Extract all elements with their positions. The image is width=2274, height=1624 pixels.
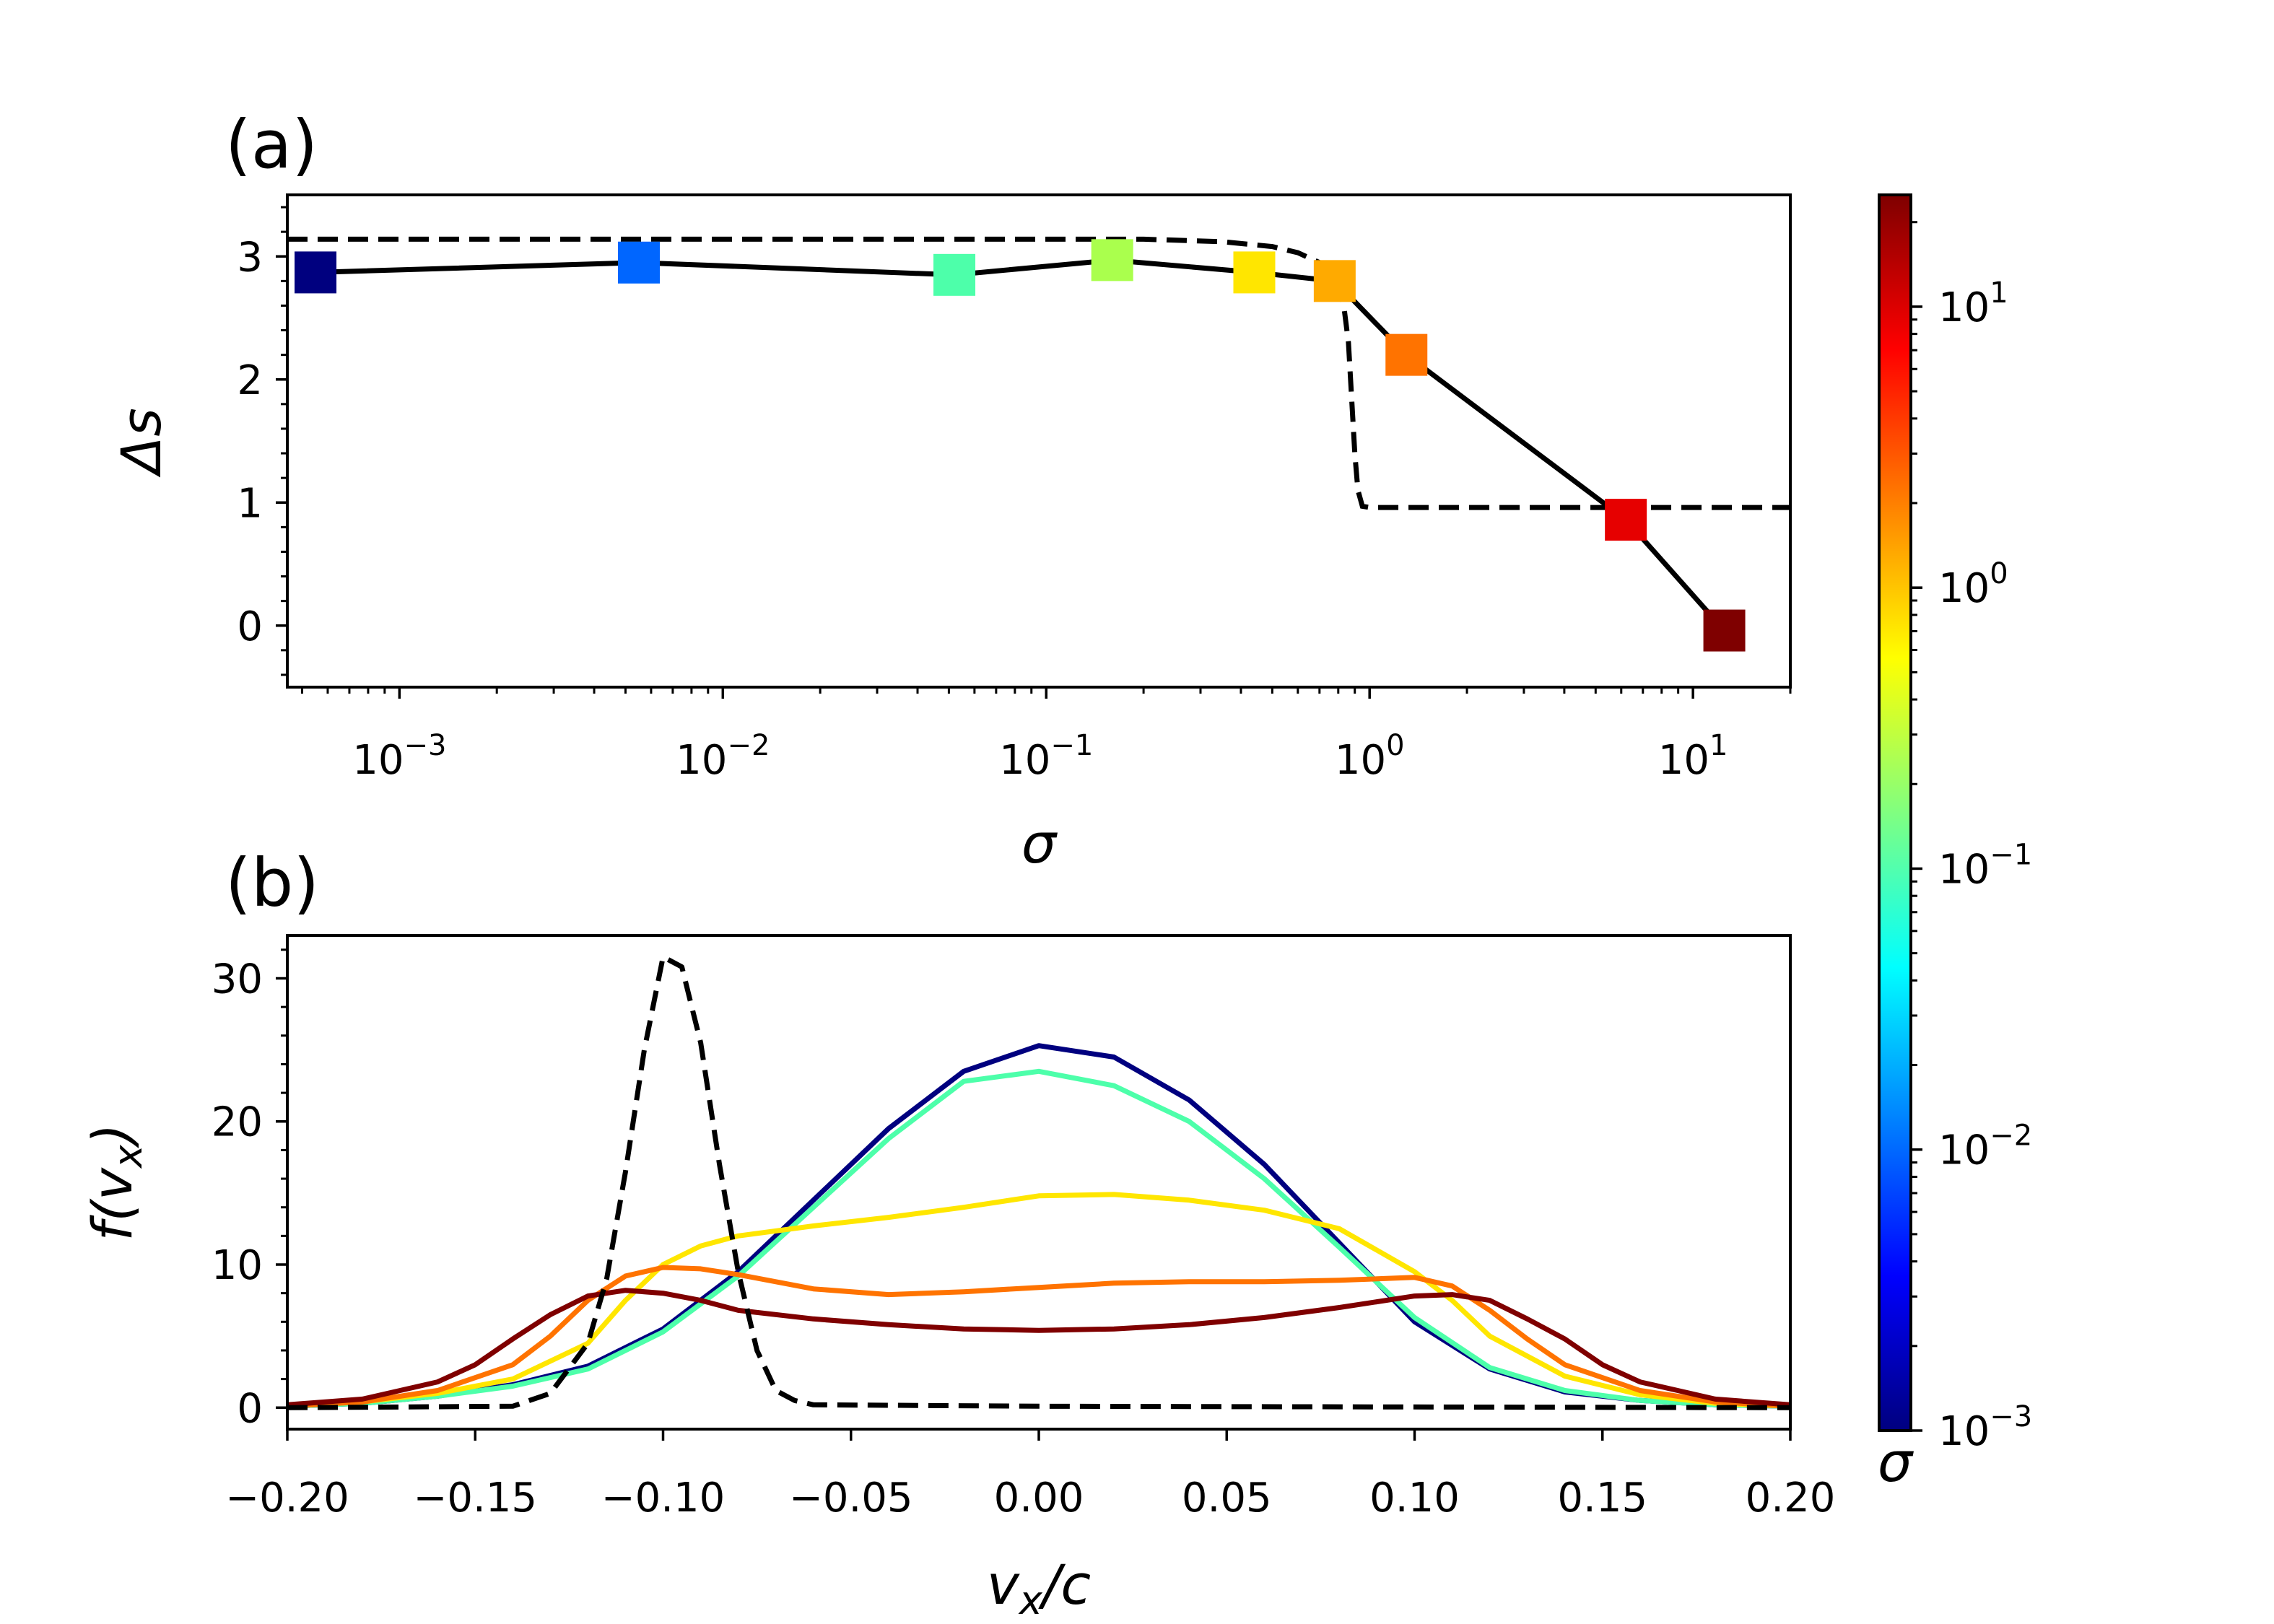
x-tick-label: −0.20 — [225, 1475, 349, 1522]
colorbar-gradient — [1878, 193, 1912, 1432]
series-σ≈5e-4 — [287, 1043, 1790, 1409]
series-σ≈0.45 — [287, 1192, 1790, 1409]
panel-b-xlabel: vx/c — [987, 1553, 1091, 1623]
data-marker — [1703, 609, 1746, 652]
x-tick-label: −0.15 — [413, 1475, 537, 1522]
series-theory — [287, 236, 1790, 510]
series-σ≈12.5 — [287, 1288, 1790, 1407]
y-tick-label: 2 — [237, 357, 263, 404]
colorbar-ticks: 10−3 10−2 10−1 100 101 — [1911, 221, 2032, 1455]
data-marker — [1091, 239, 1133, 281]
y-tick-label: 20 — [212, 1099, 263, 1146]
colorbar-tick-label: 101 — [1938, 276, 2008, 331]
x-tick-label: 0.05 — [1182, 1475, 1272, 1522]
panel-a-y-ticks: 0 1 2 3 — [237, 234, 287, 650]
x-tick-label: −0.10 — [601, 1475, 726, 1522]
x-tick-label: 10−1 — [999, 729, 1093, 784]
colorbar-tick-label: 10−3 — [1938, 1400, 2032, 1455]
data-marker — [295, 251, 337, 294]
colorbar-label: σ — [1878, 1430, 1914, 1494]
series-initial — [287, 954, 1790, 1410]
panel-b-series — [287, 954, 1790, 1410]
panel-a-series — [287, 236, 1790, 632]
y-tick-label: 30 — [212, 956, 263, 1003]
y-tick-label: 1 — [237, 480, 263, 527]
x-tick-label: 101 — [1658, 729, 1728, 784]
data-marker — [1233, 251, 1276, 294]
colorbar-tick-label: 10−2 — [1938, 1119, 2032, 1174]
panel-a-label: (a) — [225, 106, 318, 183]
panel-b-frame — [286, 934, 1792, 1431]
series-σ≈0.05 — [287, 1068, 1790, 1409]
y-tick-label: 10 — [212, 1242, 263, 1289]
x-tick-label: 0.00 — [994, 1475, 1084, 1522]
y-tick-label: 0 — [237, 603, 263, 650]
data-marker — [617, 241, 660, 284]
y-tick-label: 0 — [237, 1385, 263, 1432]
panel-a-frame — [286, 193, 1792, 689]
panel-a-x-ticks: 10−3 10−2 10−1 100 101 — [352, 687, 1728, 784]
x-tick-label: 100 — [1335, 729, 1405, 784]
y-tick-label: 3 — [237, 234, 263, 281]
colorbar-tick-label: 100 — [1938, 557, 2008, 612]
x-tick-label: 0.10 — [1369, 1475, 1460, 1522]
panel-a: (a) 10−3 10−2 10−1 100 101 0 1 2 3 σ Δs — [109, 106, 1792, 876]
x-tick-label: 10−3 — [352, 729, 446, 784]
panel-a-ylabel: Δs — [109, 408, 173, 478]
panel-b-ylabel: f(vx) — [80, 1123, 151, 1241]
panel-b-label: (b) — [225, 844, 319, 922]
x-tick-label: 0.15 — [1557, 1475, 1647, 1522]
panel-b-y-ticks: 0 10 20 30 — [212, 956, 287, 1432]
colorbar-tick-label: 10−1 — [1938, 838, 2032, 893]
colorbar: 10−3 10−2 10−1 100 101 σ — [1878, 193, 2032, 1494]
series-simulation — [315, 257, 1727, 632]
panel-b-x-ticks: −0.20 −0.15 −0.10 −0.05 0.00 0.05 0.10 0.15 0.20 — [225, 1429, 1835, 1522]
x-tick-label: 0.20 — [1746, 1475, 1836, 1522]
panel-b: (b) −0.20 −0.15 −0.10 −0.05 0.00 0.05 0.10 0.15… — [80, 844, 1835, 1623]
data-marker — [1385, 333, 1428, 376]
x-tick-label: 10−2 — [676, 729, 770, 784]
data-marker — [1313, 260, 1356, 302]
x-tick-label: −0.05 — [789, 1475, 913, 1522]
data-marker — [933, 253, 976, 296]
panel-a-markers — [295, 239, 1746, 652]
series-σ≈1.3 — [287, 1265, 1790, 1409]
panel-a-minor-ticks — [281, 206, 1792, 694]
data-marker — [1605, 499, 1647, 541]
panel-a-xlabel: σ — [1021, 811, 1058, 876]
